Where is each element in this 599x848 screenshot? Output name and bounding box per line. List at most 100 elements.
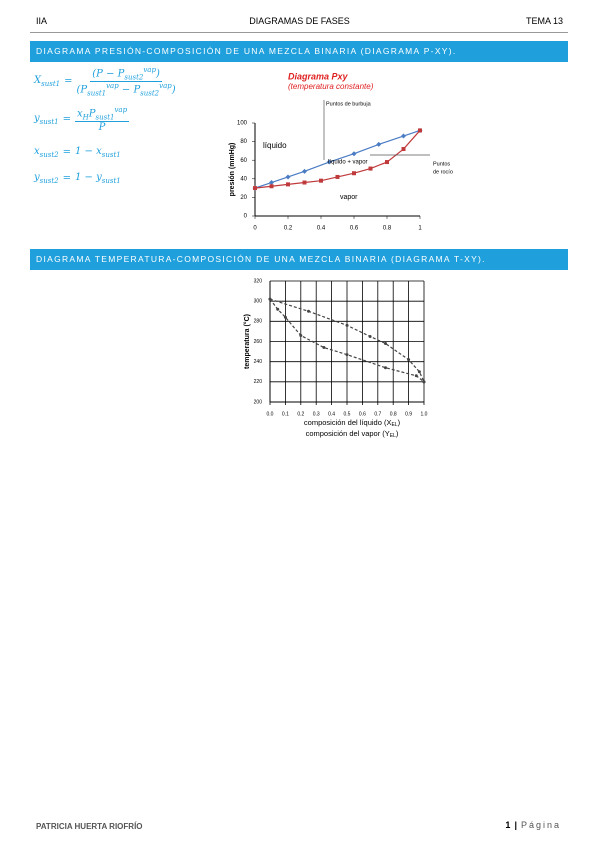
marker bbox=[269, 184, 274, 189]
x-tick-label: 0.8 bbox=[383, 226, 392, 232]
x-tick-label: 0.6 bbox=[359, 411, 366, 417]
x-axis-label-part: EL bbox=[391, 422, 397, 428]
x-axis-label: composición del vapor (YEL) bbox=[306, 429, 399, 439]
formula-part: P bbox=[98, 122, 106, 134]
formula-part: vap bbox=[106, 82, 119, 91]
header-right: TEMA 13 bbox=[525, 16, 563, 26]
formula-part: ) bbox=[155, 68, 160, 80]
x-axis-label-part: composición del vapor (Y bbox=[306, 429, 390, 438]
formula: Xsust1 = (P − Psust2vap) (Psust1vap − Psust… bbox=[34, 66, 176, 98]
series-line bbox=[269, 298, 425, 383]
marker bbox=[283, 315, 287, 319]
annotation: Puntos de burbuja bbox=[326, 101, 372, 107]
fraction: (P − Psust2vap) (Psust1vap − Psust2vap) bbox=[76, 66, 175, 98]
y-tick-label: 60 bbox=[240, 158, 247, 164]
y-tick-label: 300 bbox=[254, 298, 263, 304]
formula-part: sust1 bbox=[39, 118, 59, 127]
formula-part: y bbox=[34, 172, 40, 183]
header-rule bbox=[30, 32, 568, 33]
formula-lhs: Xsust1 bbox=[34, 75, 60, 88]
formula-part: x bbox=[77, 108, 83, 120]
marker bbox=[418, 128, 422, 133]
x-tick-label: 1.0 bbox=[421, 411, 428, 417]
marker bbox=[268, 297, 272, 301]
y-tick-label: 200 bbox=[254, 399, 263, 405]
formula: ysust1 = xHPsust1vap P bbox=[34, 106, 130, 134]
x-tick-label: 0.6 bbox=[350, 226, 359, 232]
marker bbox=[302, 168, 307, 174]
page-number: 1 bbox=[505, 820, 511, 830]
annotation: de rocío bbox=[433, 169, 453, 175]
chart-subtitle: (temperatura constante) bbox=[288, 82, 374, 91]
marker bbox=[352, 171, 356, 176]
y-axis-label: presión (mmHg) bbox=[229, 143, 236, 197]
marker bbox=[322, 346, 326, 350]
y-tick-label: 100 bbox=[237, 121, 248, 127]
pxy-chart: 0 20 40 60 80 100 0 0.2 0.4 0.6 0.8 1 presión (mmHg)… bbox=[229, 71, 453, 232]
marker bbox=[376, 141, 382, 147]
formula-part: sust1 bbox=[87, 89, 107, 98]
y-axis-label: temperatura (°C) bbox=[243, 314, 251, 369]
marker bbox=[385, 160, 389, 165]
formula-part: ) bbox=[171, 84, 176, 96]
denominator: (Psust1vap − Psust2vap) bbox=[76, 82, 175, 97]
x-tick-label: 0.4 bbox=[317, 226, 326, 232]
series-line bbox=[269, 298, 425, 383]
marker bbox=[307, 309, 310, 313]
formula-part: vap bbox=[114, 106, 128, 114]
formula-eq: = bbox=[62, 114, 72, 126]
marker bbox=[269, 180, 274, 186]
txy-chart: 200 220 240 260 280 300 320 0.0 0.1 0.2 0.3 0.4 0.5 0… bbox=[243, 278, 428, 439]
y-tick-label: 220 bbox=[254, 379, 263, 385]
y-tick-label: 320 bbox=[254, 278, 263, 284]
formula: ysust2 = 1 − ysust1 bbox=[34, 172, 121, 185]
footer-page: 1 | Página bbox=[505, 820, 561, 830]
marker bbox=[384, 342, 387, 346]
annotation: Puntos bbox=[433, 161, 450, 167]
section-bar: DIAGRAMA PRESIÓN-COMPOSICIÓN DE UNA MEZC… bbox=[30, 41, 568, 62]
section-bar: DIAGRAMA TEMPERATURA-COMPOSICIÓN DE UNA … bbox=[30, 249, 568, 270]
formula-eq: = bbox=[62, 147, 71, 158]
separator: | bbox=[514, 820, 517, 830]
formula: xsust2 = 1 − xsust1 bbox=[34, 146, 121, 159]
marker bbox=[326, 159, 332, 165]
numerator: xHPsust1vap bbox=[75, 106, 130, 123]
marker bbox=[384, 366, 387, 370]
region-label: líquido + vapor bbox=[328, 160, 368, 166]
fraction: xHPsust1vap P bbox=[75, 106, 130, 134]
x-tick-label: 0.0 bbox=[267, 411, 274, 417]
marker bbox=[401, 147, 406, 152]
marker bbox=[286, 182, 290, 187]
formula-part: X bbox=[34, 75, 42, 87]
formula-part: (P − P bbox=[92, 68, 125, 80]
formula-part: y bbox=[34, 113, 40, 125]
y-tick-label: 240 bbox=[254, 359, 263, 365]
y-tick-label: 260 bbox=[254, 339, 263, 345]
x-tick-label: 0 bbox=[253, 226, 257, 232]
footer-author: PATRICIA HUERTA RIOFRÍO bbox=[36, 822, 143, 831]
formula-lhs: xsust2 bbox=[34, 146, 59, 159]
marker bbox=[368, 334, 372, 338]
marker bbox=[299, 333, 303, 337]
x-axis-label-part: composición del líquido (X bbox=[304, 418, 392, 427]
marker bbox=[335, 174, 340, 179]
formula-rhs: 1 − xsust1 bbox=[75, 146, 121, 159]
formula-lhs: ysust1 bbox=[34, 113, 59, 126]
formula-part: sust2 bbox=[124, 73, 144, 82]
numerator: (P − Psust2vap) bbox=[90, 66, 162, 83]
x-tick-label: 0.8 bbox=[390, 411, 397, 417]
formula-part: H bbox=[82, 113, 89, 122]
x-axis-label-part: ) bbox=[396, 429, 399, 438]
formula-part: sust2 bbox=[140, 89, 160, 98]
marker bbox=[276, 307, 280, 311]
y-tick-label: 280 bbox=[254, 319, 263, 325]
marker bbox=[422, 380, 426, 384]
region-label: líquido bbox=[263, 141, 287, 150]
formula-part: 1 − x bbox=[75, 146, 102, 157]
marker bbox=[407, 358, 411, 362]
marker bbox=[302, 180, 307, 185]
x-tick-label: 0.4 bbox=[328, 411, 335, 417]
formula-eq: = bbox=[62, 173, 72, 184]
formula-part: P bbox=[88, 108, 96, 120]
header-left: IIA bbox=[36, 16, 48, 26]
